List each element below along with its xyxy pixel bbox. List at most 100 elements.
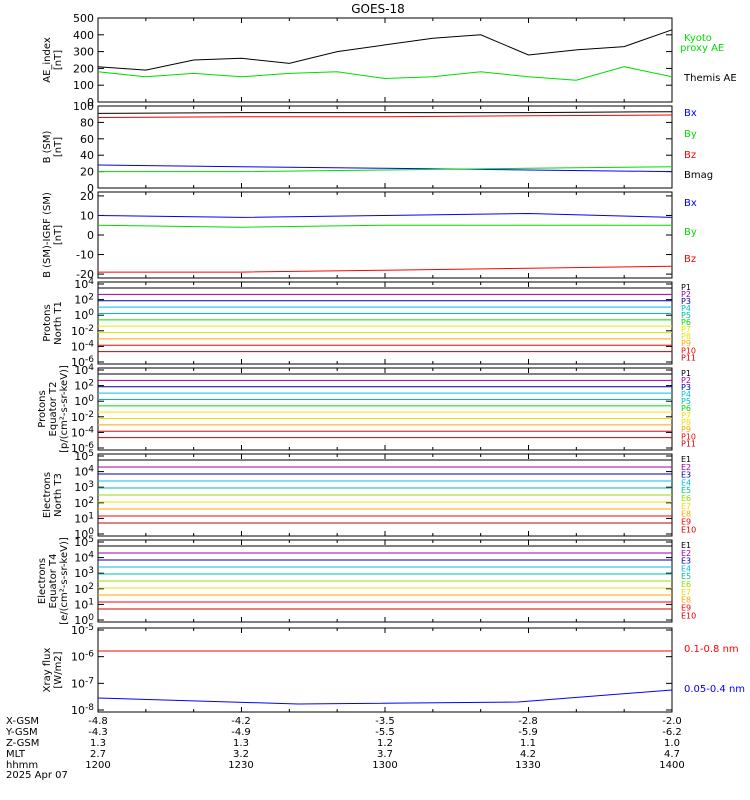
x-axis-value: -5.5 — [375, 727, 395, 738]
y-tick-label: 100 — [73, 79, 94, 92]
legend-entry: Bx — [684, 108, 697, 119]
y-tick-label: 40 — [80, 149, 94, 162]
legend-entry: E3 — [681, 557, 691, 566]
y-axis-label: B (SM) — [42, 130, 53, 163]
legend-entry: P8 — [681, 418, 691, 427]
legend-entry: E9 — [681, 603, 691, 612]
legend-entry: Kyoto — [684, 33, 712, 44]
y-tick-label: 104 — [74, 465, 94, 479]
y-tick-label: 20 — [80, 190, 94, 203]
y-tick-label: 10-7 — [71, 676, 94, 690]
x-axis-row-label: 2025 Apr 07 — [6, 770, 68, 781]
y-tick-label: 101 — [74, 511, 94, 525]
y-tick-label: 10-2 — [71, 410, 94, 424]
y-axis-label: Protons — [42, 304, 53, 341]
y-tick-label: 105 — [74, 449, 94, 463]
y-axis-label: Protons — [37, 390, 48, 427]
series-line — [97, 212, 673, 218]
x-axis-value: 3.7 — [377, 749, 393, 760]
y-tick-label: 10 — [80, 209, 94, 222]
y-tick-label: 102 — [74, 496, 94, 510]
series-line — [97, 29, 673, 71]
y-tick-label: 101 — [74, 597, 94, 611]
y-axis-label: Equator T4 — [48, 554, 59, 609]
y-tick-label: 20 — [80, 166, 94, 179]
legend-entry: P1 — [681, 369, 691, 378]
y-tick-label: 10-8 — [71, 703, 94, 717]
y-tick-label: 80 — [80, 116, 94, 129]
x-axis-value: 1230 — [228, 760, 253, 771]
y-tick-label: 0 — [87, 96, 94, 109]
panel-frame — [97, 191, 673, 279]
legend-entry: E7 — [681, 588, 691, 597]
legend-entry: Themis AE — [683, 73, 737, 84]
y-axis-label: [e/(cm²-s-sr-keV)] — [59, 537, 70, 625]
y-tick-label: 100 — [74, 613, 94, 627]
y-tick-label: 0 — [87, 182, 94, 195]
series-line — [97, 111, 673, 114]
y-axis-label: AE_index — [42, 37, 53, 83]
y-tick-label: 103 — [74, 480, 94, 494]
x-axis-value: -4.8 — [88, 716, 108, 727]
y-tick-label: 100 — [73, 100, 94, 113]
x-axis-value: 1.2 — [377, 738, 393, 749]
legend-entry: P5 — [681, 397, 691, 406]
y-axis-label: Equator T2 — [48, 382, 59, 437]
legend-entry: P2 — [681, 290, 691, 299]
legend-entry: E5 — [681, 572, 691, 581]
x-axis-row-label: X-GSM — [6, 716, 39, 727]
x-axis-value: 1400 — [659, 760, 684, 771]
series-line — [98, 265, 673, 273]
y-tick-label: 0 — [87, 229, 94, 242]
legend-entry: P7 — [681, 325, 691, 334]
legend-entry: P4 — [681, 390, 691, 399]
x-axis-value: -4.9 — [231, 727, 251, 738]
panel-bsm: 0 20 40 60 80 100 B (SM) [nT] Bx By Bz Bmag — [42, 100, 713, 195]
x-axis-row-label: hhmm — [6, 760, 38, 771]
y-tick-label: 105 — [74, 535, 94, 549]
legend-entry: E7 — [681, 502, 691, 511]
x-axis-row-label: Y-GSM — [5, 727, 38, 738]
panel-bigrf: -20 -10 0 10 20 B (SM)-IGRF (SM) [nT] Bx By Bz — [42, 190, 697, 281]
series-line — [97, 114, 673, 118]
y-tick-label: 104 — [74, 277, 94, 291]
y-tick-label: 300 — [73, 46, 94, 59]
legend-entry: P1 — [681, 283, 691, 292]
y-tick-label: 100 — [74, 394, 94, 408]
legend-entry: E2 — [681, 463, 691, 472]
series-line — [97, 164, 673, 173]
legend-entry: P3 — [681, 297, 691, 306]
y-tick-label: 10-4 — [71, 425, 94, 439]
legend-entry: P6 — [681, 318, 691, 327]
y-axis-label: [nT] — [53, 50, 64, 70]
series-line — [97, 66, 673, 81]
panel-frame — [97, 627, 673, 713]
y-axis-label: Electrons — [42, 472, 53, 518]
y-axis-label: [W/m2] — [53, 651, 64, 688]
series-line — [97, 689, 673, 705]
legend-entry: P10 — [681, 432, 696, 441]
series-line — [98, 166, 673, 173]
x-axis-value: 2.7 — [90, 749, 106, 760]
y-tick-label: 10-6 — [71, 441, 94, 455]
legend-entry: E8 — [681, 596, 691, 605]
legend-entry: P8 — [681, 332, 691, 341]
x-axis-value: 4.7 — [664, 749, 680, 760]
legend-entry: E5 — [681, 486, 691, 495]
legend-entry: 0.05-0.4 nm — [684, 684, 745, 695]
y-axis-label: North T3 — [53, 473, 64, 517]
y-tick-label: -10 — [76, 249, 94, 262]
legend-entry: E1 — [681, 541, 691, 550]
legend-entry: E1 — [681, 455, 691, 464]
y-tick-label: -20 — [76, 268, 94, 281]
y-tick-label: 60 — [80, 133, 94, 146]
legend-entry: E4 — [681, 564, 691, 573]
legend-entry: 0.1-0.8 nm — [684, 644, 739, 655]
legend-entry: P2 — [681, 376, 691, 385]
legend-entry: Bz — [684, 150, 696, 161]
x-axis-value: -3.5 — [375, 716, 395, 727]
legend-entry: P9 — [681, 339, 691, 348]
